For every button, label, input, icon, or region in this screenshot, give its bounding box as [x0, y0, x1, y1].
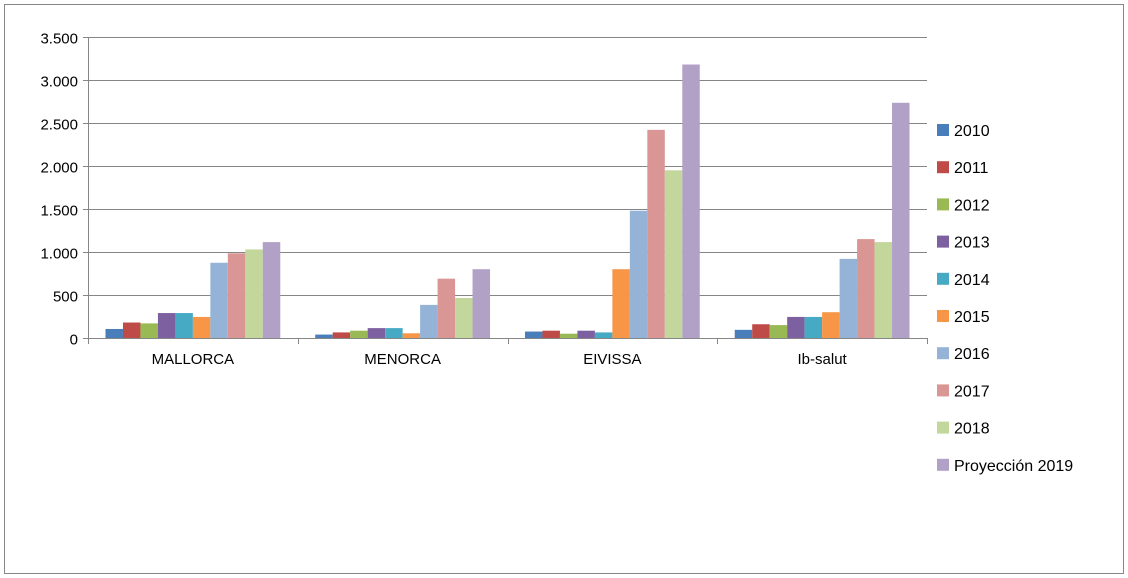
bar-ib-salut-2018 [874, 242, 893, 338]
legend-label: 2011 [954, 160, 989, 177]
legend-label: 2018 [954, 421, 990, 438]
y-tick-label: 1.000 [40, 246, 78, 263]
bar-eivissa-proyección-2019 [682, 64, 700, 338]
bar-mallorca-2018 [245, 249, 263, 338]
bars [105, 64, 910, 338]
y-tick-label: 2.000 [40, 160, 78, 177]
bar-menorca-2018 [455, 298, 473, 338]
bar-mallorca-proyección-2019 [262, 242, 281, 338]
y-tick-label: 3.500 [40, 31, 78, 48]
legend-swatch [937, 161, 949, 174]
bar-ib-salut-2014 [804, 316, 823, 338]
legend-label: Proyección 2019 [954, 458, 1073, 475]
legend-swatch [937, 198, 949, 211]
bar-menorca-proyección-2019 [472, 269, 491, 338]
legend-swatch [937, 384, 949, 397]
y-tick-label: 0 [70, 332, 78, 349]
bar-ib-salut-2016 [839, 258, 858, 338]
y-tick-label: 3.000 [40, 74, 78, 91]
chart-area: 0 500 1.000 1.500 2.000 2.500 3.000 3.500 MALLOR… [4, 4, 1124, 574]
x-tick-label: MENORCA [364, 351, 441, 368]
legend-label: 2017 [954, 383, 990, 400]
bar-ib-salut-2010 [734, 329, 753, 338]
legend-swatch [937, 421, 949, 434]
legend-swatch [937, 272, 949, 285]
bar-mallorca-2010 [105, 328, 123, 338]
bar-mallorca-2012 [140, 323, 158, 338]
bar-eivissa-2017 [647, 129, 665, 338]
bar-menorca-2010 [315, 334, 333, 338]
legend-swatch [937, 310, 949, 322]
bar-mallorca-2015 [192, 316, 211, 338]
legend-swatch [937, 347, 949, 360]
y-tick-label: 500 [53, 289, 78, 306]
legend-label: 2012 [954, 197, 990, 214]
legend-label: 2015 [954, 309, 990, 326]
bar-chart: 0 500 1.000 1.500 2.000 2.500 3.000 3.500 MALLOR… [40, 31, 1073, 475]
bar-mallorca-2011 [122, 322, 141, 338]
legend-label: 2014 [954, 272, 990, 289]
bar-menorca-2017 [437, 278, 456, 338]
bar-mallorca-2016 [210, 262, 228, 338]
legend-label: 2016 [954, 346, 990, 363]
bar-eivissa-2018 [664, 170, 683, 338]
bar-menorca-2012 [350, 330, 368, 338]
axes: 0 500 1.000 1.500 2.000 2.500 3.000 3.500 MALLOR… [40, 31, 928, 368]
bar-eivissa-2014 [594, 332, 613, 338]
y-tick-label: 1.500 [40, 203, 78, 220]
legend-swatch [937, 124, 949, 136]
bar-mallorca-2014 [175, 313, 193, 338]
bar-mallorca-2017 [227, 253, 246, 338]
bar-menorca-2016 [420, 304, 438, 338]
legend-label: 2010 [954, 123, 990, 140]
legend: 2010 2011 2012 2013 2014 2015 2016 2017 2018 Proy… [937, 123, 1073, 475]
bar-menorca-2013 [367, 328, 386, 338]
bar-eivissa-2012 [559, 333, 578, 338]
bar-eivissa-2015 [612, 269, 630, 338]
legend-label: 2013 [954, 235, 990, 252]
bar-eivissa-2016 [629, 210, 648, 338]
legend-swatch [937, 235, 949, 248]
bar-mallorca-2013 [157, 313, 176, 338]
x-tick-label: MALLORCA [152, 351, 235, 368]
x-tick-label: Ib-salut [798, 351, 848, 368]
bar-ib-salut-2012 [769, 325, 788, 338]
bar-ib-salut-2011 [752, 324, 770, 338]
gridlines [88, 37, 927, 296]
bar-ib-salut-2015 [822, 312, 840, 338]
bar-eivissa-2011 [542, 330, 560, 338]
bar-eivissa-2013 [577, 330, 595, 338]
bar-ib-salut-2013 [787, 316, 805, 338]
bar-ib-salut-2017 [857, 239, 875, 338]
y-tick-label: 2.500 [40, 117, 78, 134]
bar-menorca-2015 [402, 333, 421, 338]
bar-ib-salut-proyección-2019 [892, 102, 910, 338]
bar-menorca-2014 [385, 328, 403, 338]
bar-menorca-2011 [332, 332, 351, 338]
bar-eivissa-2010 [524, 331, 543, 338]
legend-swatch [937, 458, 949, 471]
x-tick-label: EIVISSA [583, 351, 641, 368]
